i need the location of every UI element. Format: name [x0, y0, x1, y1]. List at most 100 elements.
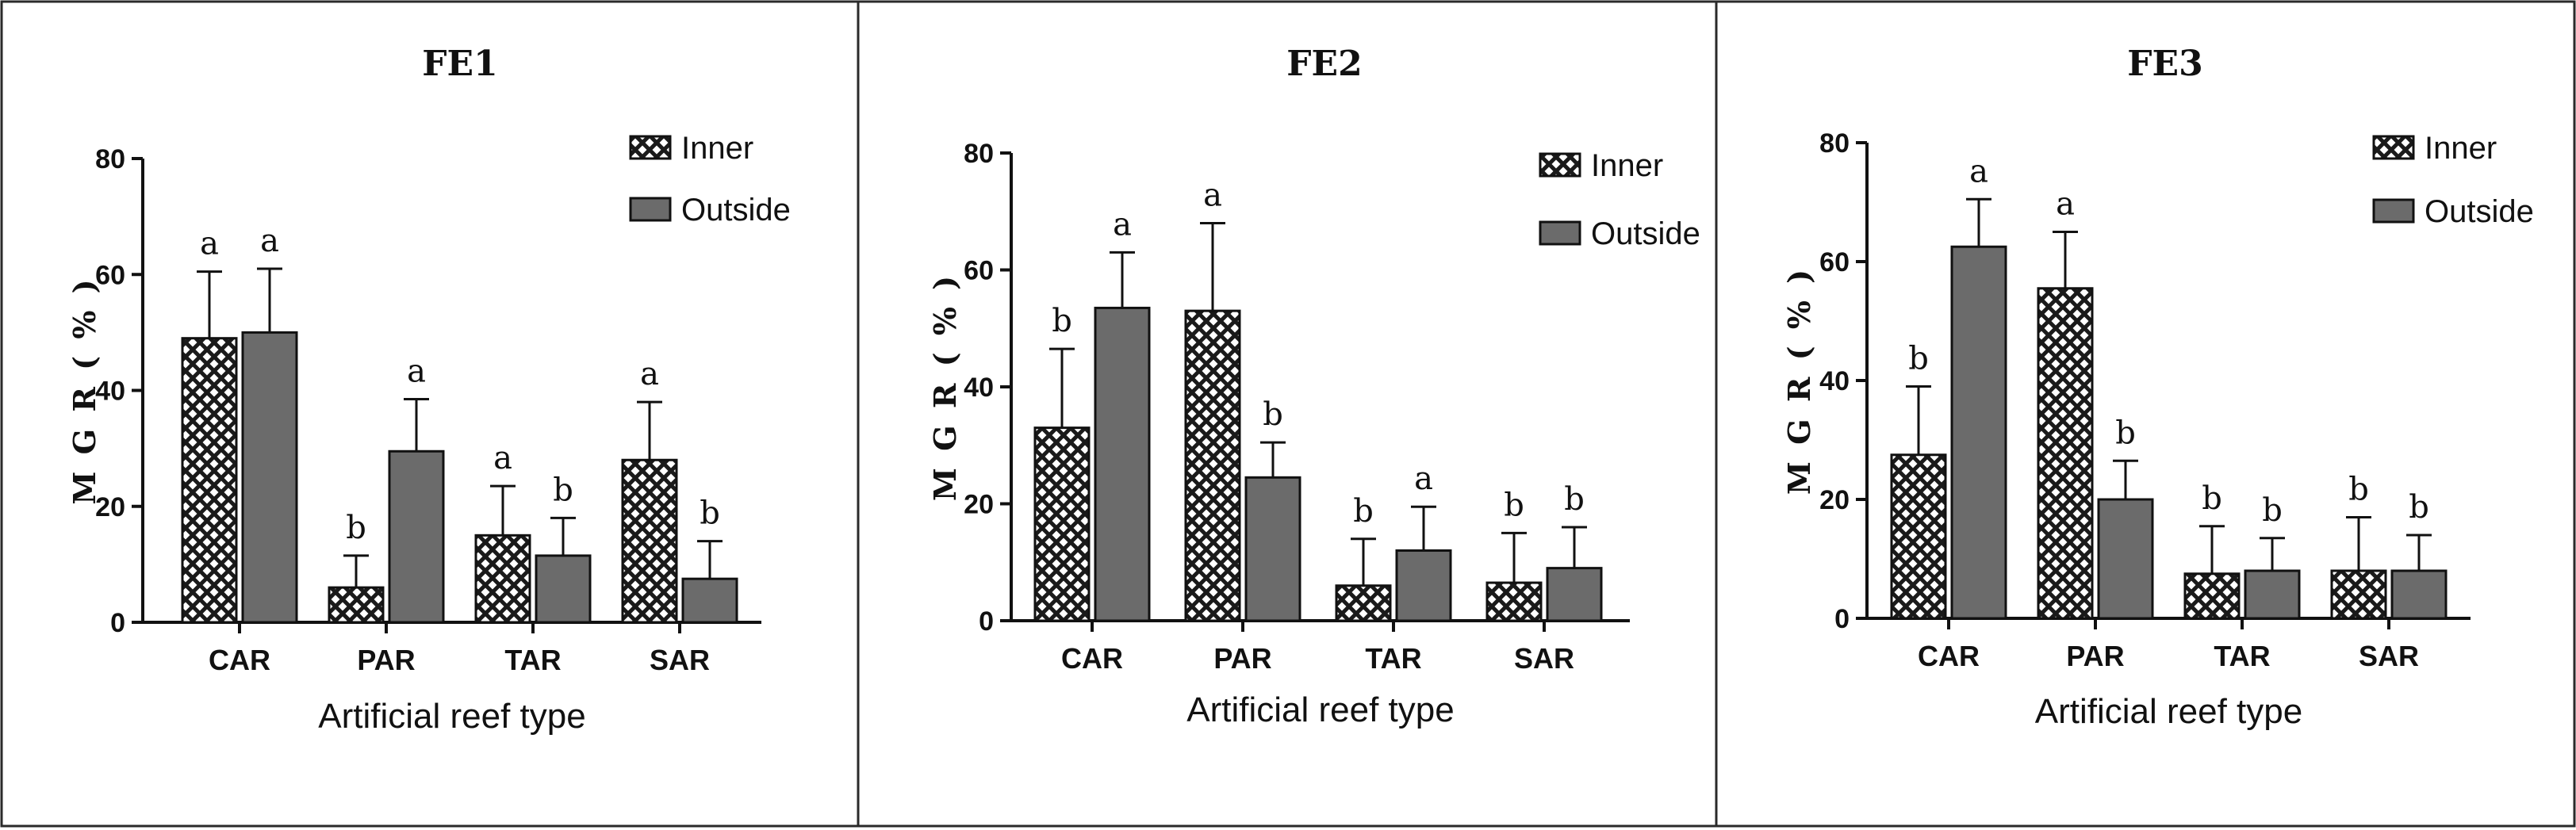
bar-outside-par [2097, 498, 2154, 620]
legend-label-outside: Outside [1591, 216, 1700, 251]
significance-label: a [260, 223, 279, 259]
y-tick-label: 0 [1834, 604, 1850, 634]
chart-panel-2: FE2 0 20 40 60 80 M G R ( % ) Artificial reef t… [857, 0, 1718, 828]
legend-swatch-inner [1539, 152, 1581, 178]
bar-inner-sar [2330, 569, 2387, 620]
x-tick-label: SAR [1514, 642, 1574, 675]
bar-outside-sar [1546, 567, 1603, 622]
chart-panel-1: FE1 0 20 40 60 80 M G R ( % ) Artificial reef t… [0, 0, 860, 828]
bar-outside-par [1244, 476, 1301, 622]
x-tick-label: CAR [1918, 640, 1980, 672]
y-tick-label: 60 [1819, 247, 1850, 277]
bar-outside-tar [535, 554, 592, 624]
x-tick-label: PAR [2066, 640, 2124, 672]
significance-label: b [2262, 492, 2283, 529]
significance-label: b [553, 472, 573, 508]
legend-swatch-outside [2372, 198, 2415, 224]
chart-title: FE2 [1286, 44, 1362, 84]
significance-label: a [493, 440, 512, 476]
y-tick-label: 20 [1819, 485, 1850, 515]
y-tick-label: 60 [95, 260, 125, 290]
bar-inner-car [1033, 426, 1091, 622]
significance-label: b [2115, 415, 2136, 451]
significance-label: b [2202, 480, 2222, 517]
x-axis-label: Artificial reef type [318, 697, 585, 736]
x-tick-label: CAR [1061, 642, 1123, 675]
significance-label: b [346, 510, 366, 546]
bar-outside-tar [2244, 569, 2301, 620]
bar-outside-car [241, 331, 298, 624]
legend-label-outside: Outside [2425, 194, 2534, 229]
chart-panel-3: FE3 0 20 40 60 80 M G R ( % ) Artificial reef t… [1715, 0, 2576, 828]
bar-inner-car [181, 337, 238, 624]
bar-inner-sar [1485, 581, 1543, 622]
significance-label: a [1113, 206, 1132, 243]
significance-label: b [1504, 487, 1524, 523]
significance-label: a [1414, 461, 1433, 497]
x-tick-label: PAR [1213, 642, 1271, 675]
significance-label: b [2409, 489, 2429, 526]
panel-frame [1715, 0, 2576, 828]
y-axis-label: M G R ( % ) [67, 276, 102, 504]
bar-inner-tar [2183, 572, 2241, 620]
x-axis-label: Artificial reef type [2035, 692, 2302, 731]
legend-swatch-outside [1539, 220, 1581, 246]
y-tick-label: 40 [95, 377, 125, 407]
x-tick-label: TAR [1365, 642, 1421, 675]
y-tick-label: 20 [964, 490, 994, 520]
x-tick-label: SAR [2359, 640, 2419, 672]
bar-outside-car [1094, 306, 1151, 622]
y-axis-label: M G R ( % ) [1781, 266, 1817, 495]
bar-inner-tar [474, 534, 531, 624]
y-tick-label: 40 [964, 373, 994, 403]
bar-inner-par [1184, 309, 1241, 622]
significance-label: b [1564, 481, 1585, 518]
significance-label: a [1969, 153, 1988, 189]
x-tick-label: PAR [357, 644, 415, 676]
x-tick-label: TAR [504, 644, 561, 676]
x-tick-label: SAR [650, 644, 710, 676]
bar-outside-sar [2390, 569, 2448, 620]
bar-inner-par [2037, 287, 2094, 620]
y-axis-label: M G R ( % ) [927, 273, 963, 501]
significance-label: a [640, 356, 659, 392]
y-tick-label: 40 [1819, 366, 1850, 396]
significance-label: b [1263, 396, 1283, 433]
y-tick-label: 20 [95, 492, 125, 522]
bar-inner-par [328, 586, 385, 624]
bar-outside-par [388, 449, 445, 624]
bar-inner-car [1890, 453, 1947, 620]
significance-label: b [1908, 341, 1929, 377]
legend-swatch-inner [2372, 135, 2415, 160]
y-tick-label: 60 [964, 256, 994, 286]
legend-label-inner: Inner [2425, 131, 2497, 166]
significance-label: a [1203, 178, 1222, 214]
significance-label: b [700, 495, 720, 532]
significance-label: a [200, 226, 219, 262]
y-tick-label: 80 [95, 144, 125, 174]
significance-label: b [1353, 493, 1374, 530]
bar-outside-car [1950, 245, 2007, 620]
x-axis-label: Artificial reef type [1186, 690, 1454, 729]
legend-label-outside: Outside [681, 193, 791, 228]
legend-swatch-outside [629, 197, 672, 222]
x-tick-label: CAR [209, 644, 270, 676]
legend-swatch-inner [629, 135, 672, 160]
x-tick-label: TAR [2214, 640, 2270, 672]
significance-label: b [2348, 472, 2369, 508]
bar-inner-sar [621, 458, 678, 624]
chart-title: FE3 [2127, 44, 2202, 84]
legend-label-inner: Inner [1591, 148, 1663, 183]
y-tick-label: 80 [964, 139, 994, 169]
y-tick-label: 0 [979, 606, 994, 637]
bar-outside-tar [1395, 549, 1452, 622]
bar-inner-tar [1335, 584, 1392, 622]
significance-label: b [1052, 303, 1072, 339]
chart-title: FE1 [422, 44, 497, 84]
significance-label: a [2056, 186, 2075, 223]
y-tick-label: 0 [110, 608, 125, 638]
bar-outside-sar [681, 577, 738, 624]
significance-label: a [407, 353, 426, 389]
legend-label-inner: Inner [681, 131, 753, 166]
